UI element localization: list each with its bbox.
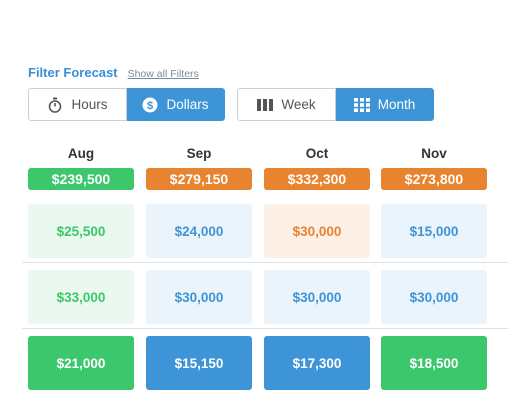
forecast-cell[interactable]: $21,000 [28,336,134,390]
stopwatch-icon [47,97,63,113]
forecast-cell[interactable]: $17,300 [264,336,370,390]
month-header-nov: Nov [421,146,447,161]
month-button[interactable]: Month [336,88,434,121]
forecast-cell[interactable]: $33,000 [28,270,134,324]
unit-toggle: Hours $ Dollars [28,88,225,121]
dollar-circle-icon: $ [142,97,158,113]
filter-header: Filter Forecast Show all Filters [28,65,199,80]
month-header-aug: Aug [67,146,95,161]
forecast-cell[interactable]: $25,500 [28,204,134,258]
total-badge-sep: $279,150 [146,168,252,190]
forecast-cell[interactable]: $15,000 [381,204,487,258]
total-badge-nov: $273,800 [381,168,487,190]
month-label: Month [377,97,416,112]
month-header-oct: Oct [305,146,329,161]
week-columns-icon [257,97,274,113]
filter-forecast-title: Filter Forecast [28,65,118,80]
dollars-label: Dollars [166,97,209,112]
row-divider [22,328,508,329]
forecast-cell[interactable]: $30,000 [146,270,252,324]
row-divider [22,262,508,263]
show-all-filters-link[interactable]: Show all Filters [127,68,199,80]
month-grid-icon [353,97,370,113]
hours-button[interactable]: Hours [28,88,127,121]
forecast-cell[interactable]: $30,000 [264,270,370,324]
forecast-cell[interactable]: $30,000 [381,270,487,324]
week-label: Week [281,97,316,112]
period-toggle: Week Month [237,88,434,121]
dollars-button[interactable]: $ Dollars [127,88,225,121]
hours-label: Hours [71,97,108,112]
week-button[interactable]: Week [237,88,336,121]
forecast-cell[interactable]: $24,000 [146,204,252,258]
forecast-cell[interactable]: $15,150 [146,336,252,390]
forecast-cell[interactable]: $18,500 [381,336,487,390]
month-header-sep: Sep [186,146,212,161]
svg-text:$: $ [147,100,153,112]
forecast-cell[interactable]: $30,000 [264,204,370,258]
total-badge-oct: $332,300 [264,168,370,190]
total-badge-aug: $239,500 [28,168,134,190]
